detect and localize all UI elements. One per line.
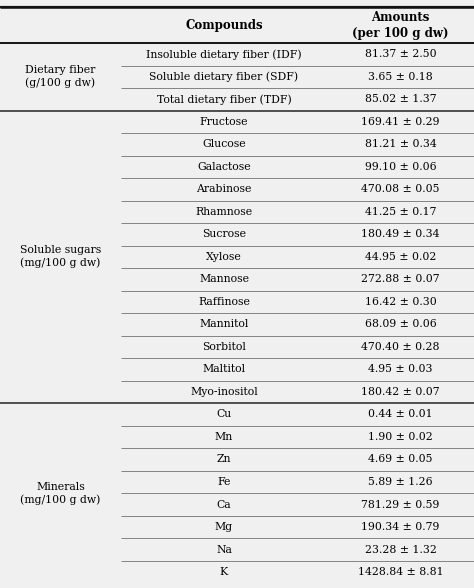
Text: 81.37 ± 2.50: 81.37 ± 2.50 — [365, 49, 437, 59]
Text: 68.09 ± 0.06: 68.09 ± 0.06 — [365, 319, 437, 329]
Text: Cu: Cu — [216, 409, 232, 419]
Text: Raffinose: Raffinose — [198, 297, 250, 307]
Text: 16.42 ± 0.30: 16.42 ± 0.30 — [365, 297, 437, 307]
Text: Maltitol: Maltitol — [202, 365, 246, 375]
Text: 5.89 ± 1.26: 5.89 ± 1.26 — [368, 477, 433, 487]
Text: 180.42 ± 0.07: 180.42 ± 0.07 — [361, 387, 440, 397]
Text: 781.29 ± 0.59: 781.29 ± 0.59 — [361, 500, 440, 510]
Text: Soluble dietary fiber (SDF): Soluble dietary fiber (SDF) — [149, 72, 299, 82]
Text: 99.10 ± 0.06: 99.10 ± 0.06 — [365, 162, 437, 172]
Text: Ca: Ca — [217, 500, 231, 510]
Text: Galactose: Galactose — [197, 162, 251, 172]
Text: Glucose: Glucose — [202, 139, 246, 149]
Text: Arabinose: Arabinose — [196, 185, 252, 195]
Text: 272.88 ± 0.07: 272.88 ± 0.07 — [361, 275, 440, 285]
Text: 41.25 ± 0.17: 41.25 ± 0.17 — [365, 207, 436, 217]
Text: Mannose: Mannose — [199, 275, 249, 285]
Text: Na: Na — [216, 544, 232, 554]
Text: Fe: Fe — [217, 477, 231, 487]
Text: Minerals
(mg/100 g dw): Minerals (mg/100 g dw) — [20, 482, 100, 505]
Text: Mn: Mn — [215, 432, 233, 442]
Text: 470.40 ± 0.28: 470.40 ± 0.28 — [361, 342, 440, 352]
Text: 4.69 ± 0.05: 4.69 ± 0.05 — [368, 455, 433, 465]
Text: 190.34 ± 0.79: 190.34 ± 0.79 — [361, 522, 440, 532]
Text: Mg: Mg — [215, 522, 233, 532]
Text: Mannitol: Mannitol — [199, 319, 249, 329]
Text: 3.65 ± 0.18: 3.65 ± 0.18 — [368, 72, 433, 82]
Text: 1428.84 ± 8.81: 1428.84 ± 8.81 — [358, 567, 443, 577]
Text: Soluble sugars
(mg/100 g dw): Soluble sugars (mg/100 g dw) — [20, 245, 101, 269]
Text: Xylose: Xylose — [206, 252, 242, 262]
Text: 169.41 ± 0.29: 169.41 ± 0.29 — [361, 117, 440, 127]
Text: K: K — [220, 567, 228, 577]
Text: Sucrose: Sucrose — [202, 229, 246, 239]
Text: Dietary fiber
(g/100 g dw): Dietary fiber (g/100 g dw) — [25, 65, 96, 88]
Text: 180.49 ± 0.34: 180.49 ± 0.34 — [361, 229, 440, 239]
Text: 0.44 ± 0.01: 0.44 ± 0.01 — [368, 409, 433, 419]
Text: Rhamnose: Rhamnose — [195, 207, 253, 217]
Text: Myo-inositol: Myo-inositol — [190, 387, 258, 397]
Text: Insoluble dietary fiber (IDF): Insoluble dietary fiber (IDF) — [146, 49, 302, 59]
Text: 81.21 ± 0.34: 81.21 ± 0.34 — [365, 139, 437, 149]
Text: 85.02 ± 1.37: 85.02 ± 1.37 — [365, 94, 437, 104]
Text: Fructose: Fructose — [200, 117, 248, 127]
Text: Compounds: Compounds — [185, 19, 263, 32]
Text: 44.95 ± 0.02: 44.95 ± 0.02 — [365, 252, 436, 262]
Text: 4.95 ± 0.03: 4.95 ± 0.03 — [368, 365, 433, 375]
Text: Sorbitol: Sorbitol — [202, 342, 246, 352]
Text: Zn: Zn — [217, 455, 231, 465]
Text: 470.08 ± 0.05: 470.08 ± 0.05 — [361, 185, 440, 195]
Text: Amounts
(per 100 g dw): Amounts (per 100 g dw) — [352, 11, 449, 39]
Text: Total dietary fiber (TDF): Total dietary fiber (TDF) — [156, 94, 292, 105]
Text: 23.28 ± 1.32: 23.28 ± 1.32 — [365, 544, 437, 554]
Text: 1.90 ± 0.02: 1.90 ± 0.02 — [368, 432, 433, 442]
